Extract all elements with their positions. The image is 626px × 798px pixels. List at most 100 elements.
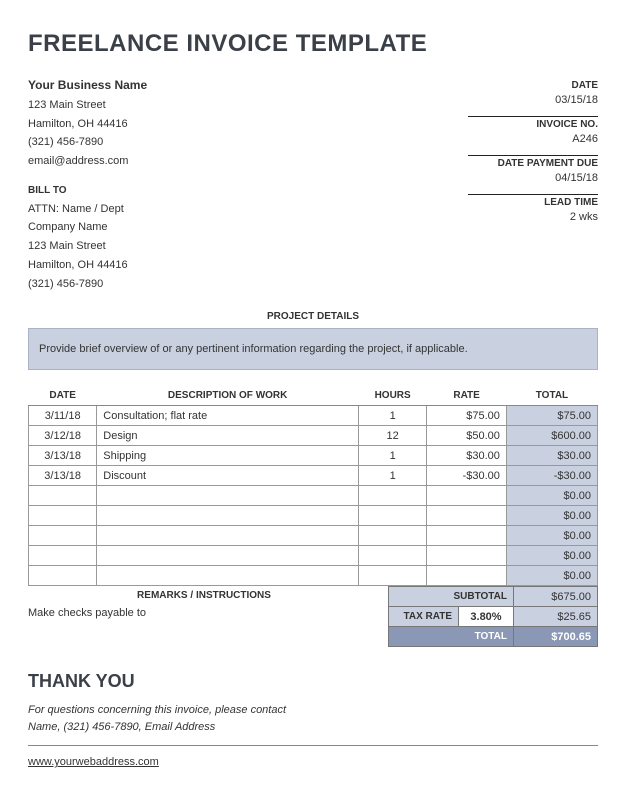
table-row: $0.00 (29, 486, 598, 506)
col-desc-header: DESCRIPTION OF WORK (97, 386, 359, 406)
subtotal-label: SUBTOTAL (389, 587, 514, 607)
cell-date: 3/13/18 (29, 446, 97, 466)
cell-total: $0.00 (506, 526, 597, 546)
footer-divider (28, 745, 598, 746)
col-total-header: TOTAL (506, 386, 597, 406)
cell-rate (427, 506, 507, 526)
cell-hours (359, 486, 427, 506)
bill-to-phone: (321) 456-7890 (28, 275, 468, 294)
payment-due-value: 04/15/18 (468, 169, 598, 190)
cell-date (29, 546, 97, 566)
cell-desc (97, 526, 359, 546)
cell-desc: Shipping (97, 446, 359, 466)
cell-rate: $75.00 (427, 406, 507, 426)
total-row: TOTAL $700.65 (389, 627, 598, 647)
cell-total: $0.00 (506, 506, 597, 526)
footer-area: REMARKS / INSTRUCTIONS Make checks payab… (28, 586, 598, 647)
contact-note-1: For questions concerning this invoice, p… (28, 702, 598, 719)
total-value: $700.65 (514, 627, 598, 647)
tax-rate-percent: 3.80% (459, 607, 514, 627)
business-email: email@address.com (28, 152, 468, 171)
tax-rate-label: TAX RATE (389, 607, 459, 627)
remarks-header: REMARKS / INSTRUCTIONS (28, 586, 380, 605)
website-link[interactable]: www.yourwebaddress.com (28, 756, 598, 768)
cell-hours: 1 (359, 406, 427, 426)
bill-to-city: Hamilton, OH 44416 (28, 256, 468, 275)
cell-total: $0.00 (506, 486, 597, 506)
line-items-table: DATE DESCRIPTION OF WORK HOURS RATE TOTA… (28, 386, 598, 586)
table-row: 3/13/18Shipping1$30.00$30.00 (29, 446, 598, 466)
remarks-column: REMARKS / INSTRUCTIONS Make checks payab… (28, 586, 388, 647)
business-name: Your Business Name (28, 78, 468, 92)
cell-total: $0.00 (506, 566, 597, 586)
business-phone: (321) 456-7890 (28, 133, 468, 152)
cell-date: 3/13/18 (29, 466, 97, 486)
table-row: 3/11/18Consultation; flat rate1$75.00$75… (29, 406, 598, 426)
bill-to-street: 123 Main Street (28, 237, 468, 256)
table-row: $0.00 (29, 566, 598, 586)
cell-desc: Design (97, 426, 359, 446)
cell-total: -$30.00 (506, 466, 597, 486)
cell-total: $75.00 (506, 406, 597, 426)
tax-row: TAX RATE 3.80% $25.65 (389, 607, 598, 627)
cell-total: $0.00 (506, 546, 597, 566)
cell-rate: $30.00 (427, 446, 507, 466)
table-row: 3/12/18Design12$50.00$600.00 (29, 426, 598, 446)
project-details-header: PROJECT DETAILS (28, 311, 598, 322)
document-title: FREELANCE INVOICE TEMPLATE (28, 30, 598, 58)
cell-date (29, 486, 97, 506)
col-hours-header: HOURS (359, 386, 427, 406)
cell-date: 3/12/18 (29, 426, 97, 446)
date-value: 03/15/18 (468, 91, 598, 112)
cell-desc (97, 566, 359, 586)
cell-desc: Discount (97, 466, 359, 486)
cell-hours: 1 (359, 466, 427, 486)
cell-hours: 12 (359, 426, 427, 446)
total-label: TOTAL (389, 627, 514, 647)
cell-date: 3/11/18 (29, 406, 97, 426)
cell-hours: 1 (359, 446, 427, 466)
cell-hours (359, 526, 427, 546)
bill-to-label: BILL TO (28, 185, 468, 196)
bill-to-company: Company Name (28, 218, 468, 237)
cell-rate (427, 546, 507, 566)
bill-to-attn: ATTN: Name / Dept (28, 200, 468, 219)
cell-rate: $50.00 (427, 426, 507, 446)
subtotal-row: SUBTOTAL $675.00 (389, 587, 598, 607)
table-row: 3/13/18Discount1-$30.00-$30.00 (29, 466, 598, 486)
subtotal-value: $675.00 (514, 587, 598, 607)
cell-rate (427, 486, 507, 506)
cell-rate (427, 526, 507, 546)
meta-block: DATE 03/15/18 INVOICE NO. A246 DATE PAYM… (468, 78, 598, 293)
cell-total: $30.00 (506, 446, 597, 466)
date-label: DATE (468, 78, 598, 91)
contact-note-2: Name, (321) 456-7890, Email Address (28, 719, 598, 736)
totals-column: SUBTOTAL $675.00 TAX RATE 3.80% $25.65 T… (388, 586, 598, 647)
payment-due-label: DATE PAYMENT DUE (468, 155, 598, 169)
table-row: $0.00 (29, 506, 598, 526)
lead-time-label: LEAD TIME (468, 194, 598, 208)
cell-desc: Consultation; flat rate (97, 406, 359, 426)
business-street: 123 Main Street (28, 96, 468, 115)
business-block: Your Business Name 123 Main Street Hamil… (28, 78, 468, 293)
table-row: $0.00 (29, 526, 598, 546)
cell-hours (359, 506, 427, 526)
remarks-text: Make checks payable to (28, 605, 380, 619)
business-city: Hamilton, OH 44416 (28, 115, 468, 134)
cell-date (29, 506, 97, 526)
cell-hours (359, 566, 427, 586)
col-rate-header: RATE (427, 386, 507, 406)
cell-date (29, 566, 97, 586)
invoice-no-label: INVOICE NO. (468, 116, 598, 130)
cell-rate (427, 566, 507, 586)
invoice-no-value: A246 (468, 130, 598, 151)
header-section: Your Business Name 123 Main Street Hamil… (28, 78, 598, 293)
cell-hours (359, 546, 427, 566)
cell-desc (97, 486, 359, 506)
cell-date (29, 526, 97, 546)
project-details-box: Provide brief overview of or any pertine… (28, 328, 598, 370)
tax-amount: $25.65 (514, 607, 598, 627)
cell-total: $600.00 (506, 426, 597, 446)
cell-desc (97, 506, 359, 526)
thank-you: THANK YOU (28, 671, 598, 692)
